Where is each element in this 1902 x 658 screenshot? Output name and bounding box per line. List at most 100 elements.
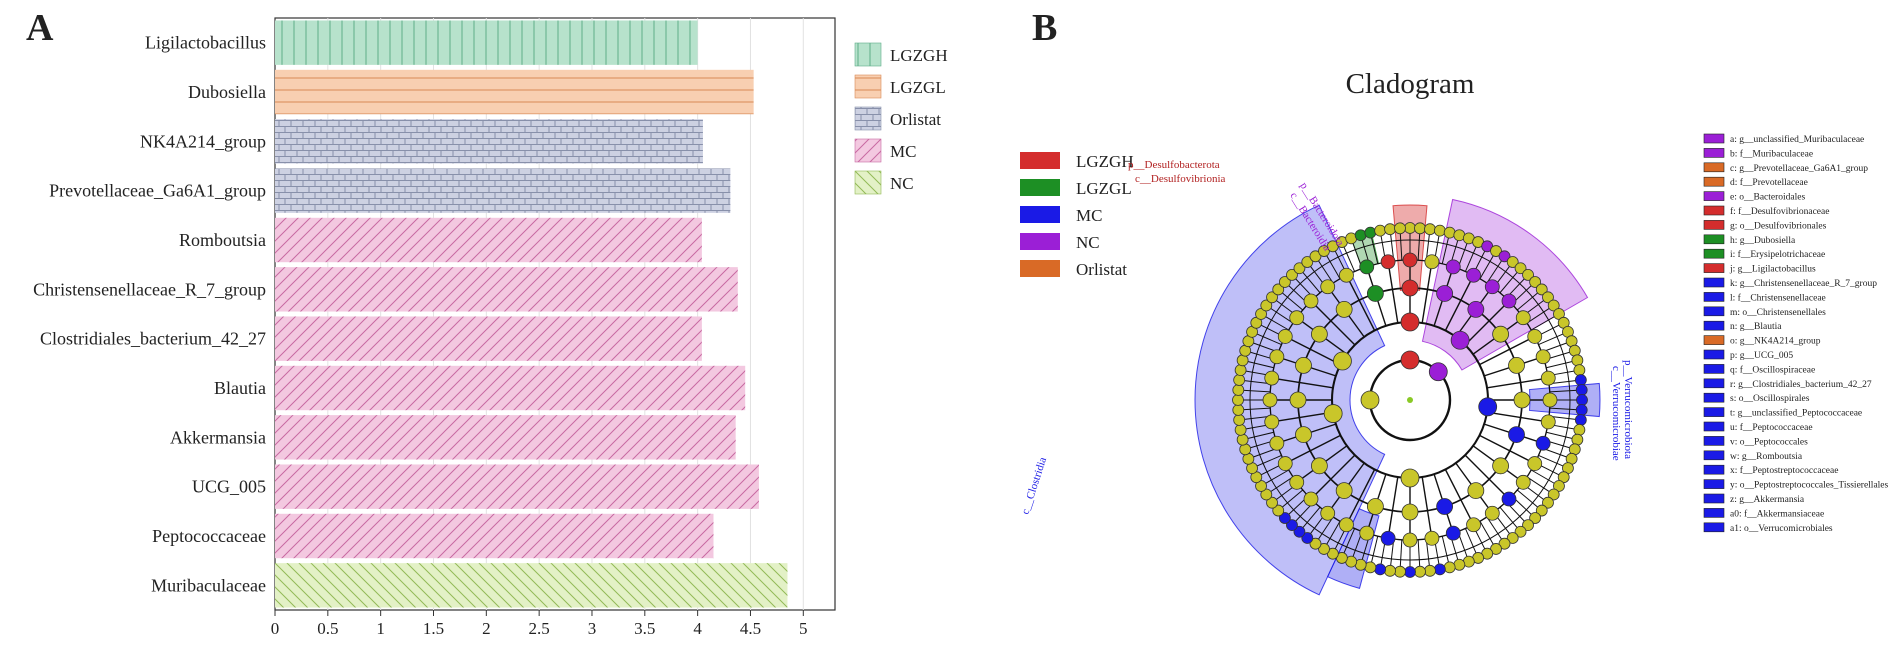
category-label: Romboutsia: [179, 230, 266, 250]
category-label: Blautia: [214, 378, 266, 398]
branch: [1464, 454, 1510, 500]
clade-label: p__Verrucomicrobiota: [1622, 360, 1634, 459]
clade-node: [1269, 349, 1285, 365]
branch: [1526, 306, 1553, 324]
clade-node: [1295, 356, 1312, 374]
branch: [1479, 434, 1536, 465]
leaf-node: [1575, 404, 1588, 416]
phylum-node: [1323, 404, 1343, 423]
branch: [1316, 257, 1334, 284]
legend-swatch-NC: [854, 170, 882, 195]
branch: [1421, 261, 1433, 324]
clade-node: [1366, 285, 1384, 302]
branch: [1399, 230, 1403, 261]
leaf-node: [1453, 558, 1466, 571]
leaf-node: [1576, 394, 1588, 406]
branch: [1267, 306, 1294, 324]
branch: [1244, 431, 1274, 440]
clade-label: p__Desulfobacterota: [1128, 159, 1220, 171]
clade-node: [1303, 293, 1319, 309]
category-label: Peptococcaceae: [152, 526, 266, 546]
x-tick-label: 4.5: [740, 619, 761, 638]
branch: [1479, 520, 1496, 548]
x-tick-label: 1.5: [423, 619, 444, 638]
key-swatch: [1703, 493, 1725, 504]
leaf-node: [1522, 268, 1534, 281]
key-label: r: g__Clostridiales_bacterium_42_27: [1730, 380, 1872, 390]
clade-node: [1366, 498, 1384, 515]
branch: [1267, 476, 1294, 494]
clade-node: [1467, 482, 1485, 500]
leaf-node: [1236, 433, 1249, 446]
leaf-node: [1301, 532, 1314, 544]
leaf-node: [1232, 384, 1245, 396]
clade-node: [1401, 279, 1419, 297]
branch: [1421, 476, 1433, 539]
clade-node: [1542, 392, 1558, 408]
branch: [1262, 469, 1290, 486]
x-tick-label: 5: [799, 619, 808, 638]
legend-swatch-LGZGL: [1020, 179, 1060, 196]
leaf-node: [1260, 299, 1273, 312]
leaf-node: [1309, 250, 1322, 263]
root-node: [1407, 397, 1413, 403]
leaf-node: [1424, 564, 1436, 577]
leaf-node: [1535, 504, 1548, 517]
branch: [1499, 269, 1520, 294]
leaf-node: [1443, 561, 1456, 574]
branch: [1538, 454, 1567, 468]
key-swatch: [1703, 292, 1725, 302]
branch: [1549, 389, 1580, 393]
clade-node: [1501, 491, 1517, 507]
branch: [1271, 377, 1334, 389]
branch: [1399, 539, 1403, 570]
branch: [1387, 476, 1399, 539]
x-tick-label: 2: [482, 619, 491, 638]
branch: [1342, 528, 1356, 557]
branch: [1464, 243, 1478, 272]
leaf-node: [1542, 291, 1554, 304]
key-label: u: f__Peptococcaceae: [1730, 422, 1813, 433]
legend-swatch-LGZGH: [854, 42, 882, 67]
lda-bar-chart: 0 0.5 1 1.5 2 2.5 3 3.5 4 4.5 5 Ligilactobacillus Du…: [33, 17, 948, 638]
key-label: o: g__NK4A214_group: [1730, 337, 1821, 347]
legend-swatch-MC: [854, 138, 882, 163]
clade-node: [1277, 456, 1293, 471]
clade-node: [1402, 252, 1418, 268]
key-label: e: o__Bacteroidales: [1730, 193, 1805, 203]
category-label: Muribaculaceae: [151, 575, 266, 595]
leaf-node: [1571, 433, 1584, 446]
branch: [1546, 360, 1576, 369]
key-label: l: f__Christensenellaceae: [1730, 292, 1826, 303]
phylum-node: [1333, 351, 1352, 371]
clade-node: [1335, 482, 1353, 500]
leaf-node: [1236, 354, 1249, 367]
clade-node: [1277, 329, 1293, 344]
legend-label: LGZGL: [1076, 179, 1132, 198]
leaf-node: [1498, 250, 1511, 263]
leaf-node: [1286, 519, 1298, 532]
key-label: f: f__Desulfovibrionaceae: [1730, 206, 1829, 217]
legend-label: LGZGH: [890, 46, 948, 65]
cladogram-title: Cladogram: [1346, 68, 1475, 100]
bar-Ligilactobacillus: [275, 20, 698, 65]
branch: [1240, 389, 1271, 393]
key-label: s: o__Oscillospirales: [1730, 394, 1810, 404]
branch: [1300, 506, 1321, 531]
branch: [1499, 506, 1520, 531]
key-label: m: o__Christensenellales: [1730, 308, 1826, 318]
key-swatch: [1703, 148, 1725, 158]
branch: [1271, 411, 1334, 423]
leaf-node: [1433, 563, 1446, 576]
clade-node: [1380, 254, 1396, 270]
leaf-node: [1266, 291, 1278, 304]
clade-node: [1424, 530, 1440, 546]
branch: [1310, 454, 1356, 500]
branch: [1417, 539, 1421, 570]
category-label: Akkermansia: [170, 427, 266, 447]
legend-label: MC: [890, 142, 916, 161]
phylum-node: [1400, 468, 1420, 488]
category-label: NK4A214_group: [140, 131, 266, 151]
clade-node: [1310, 325, 1328, 343]
clade-node: [1289, 391, 1307, 409]
